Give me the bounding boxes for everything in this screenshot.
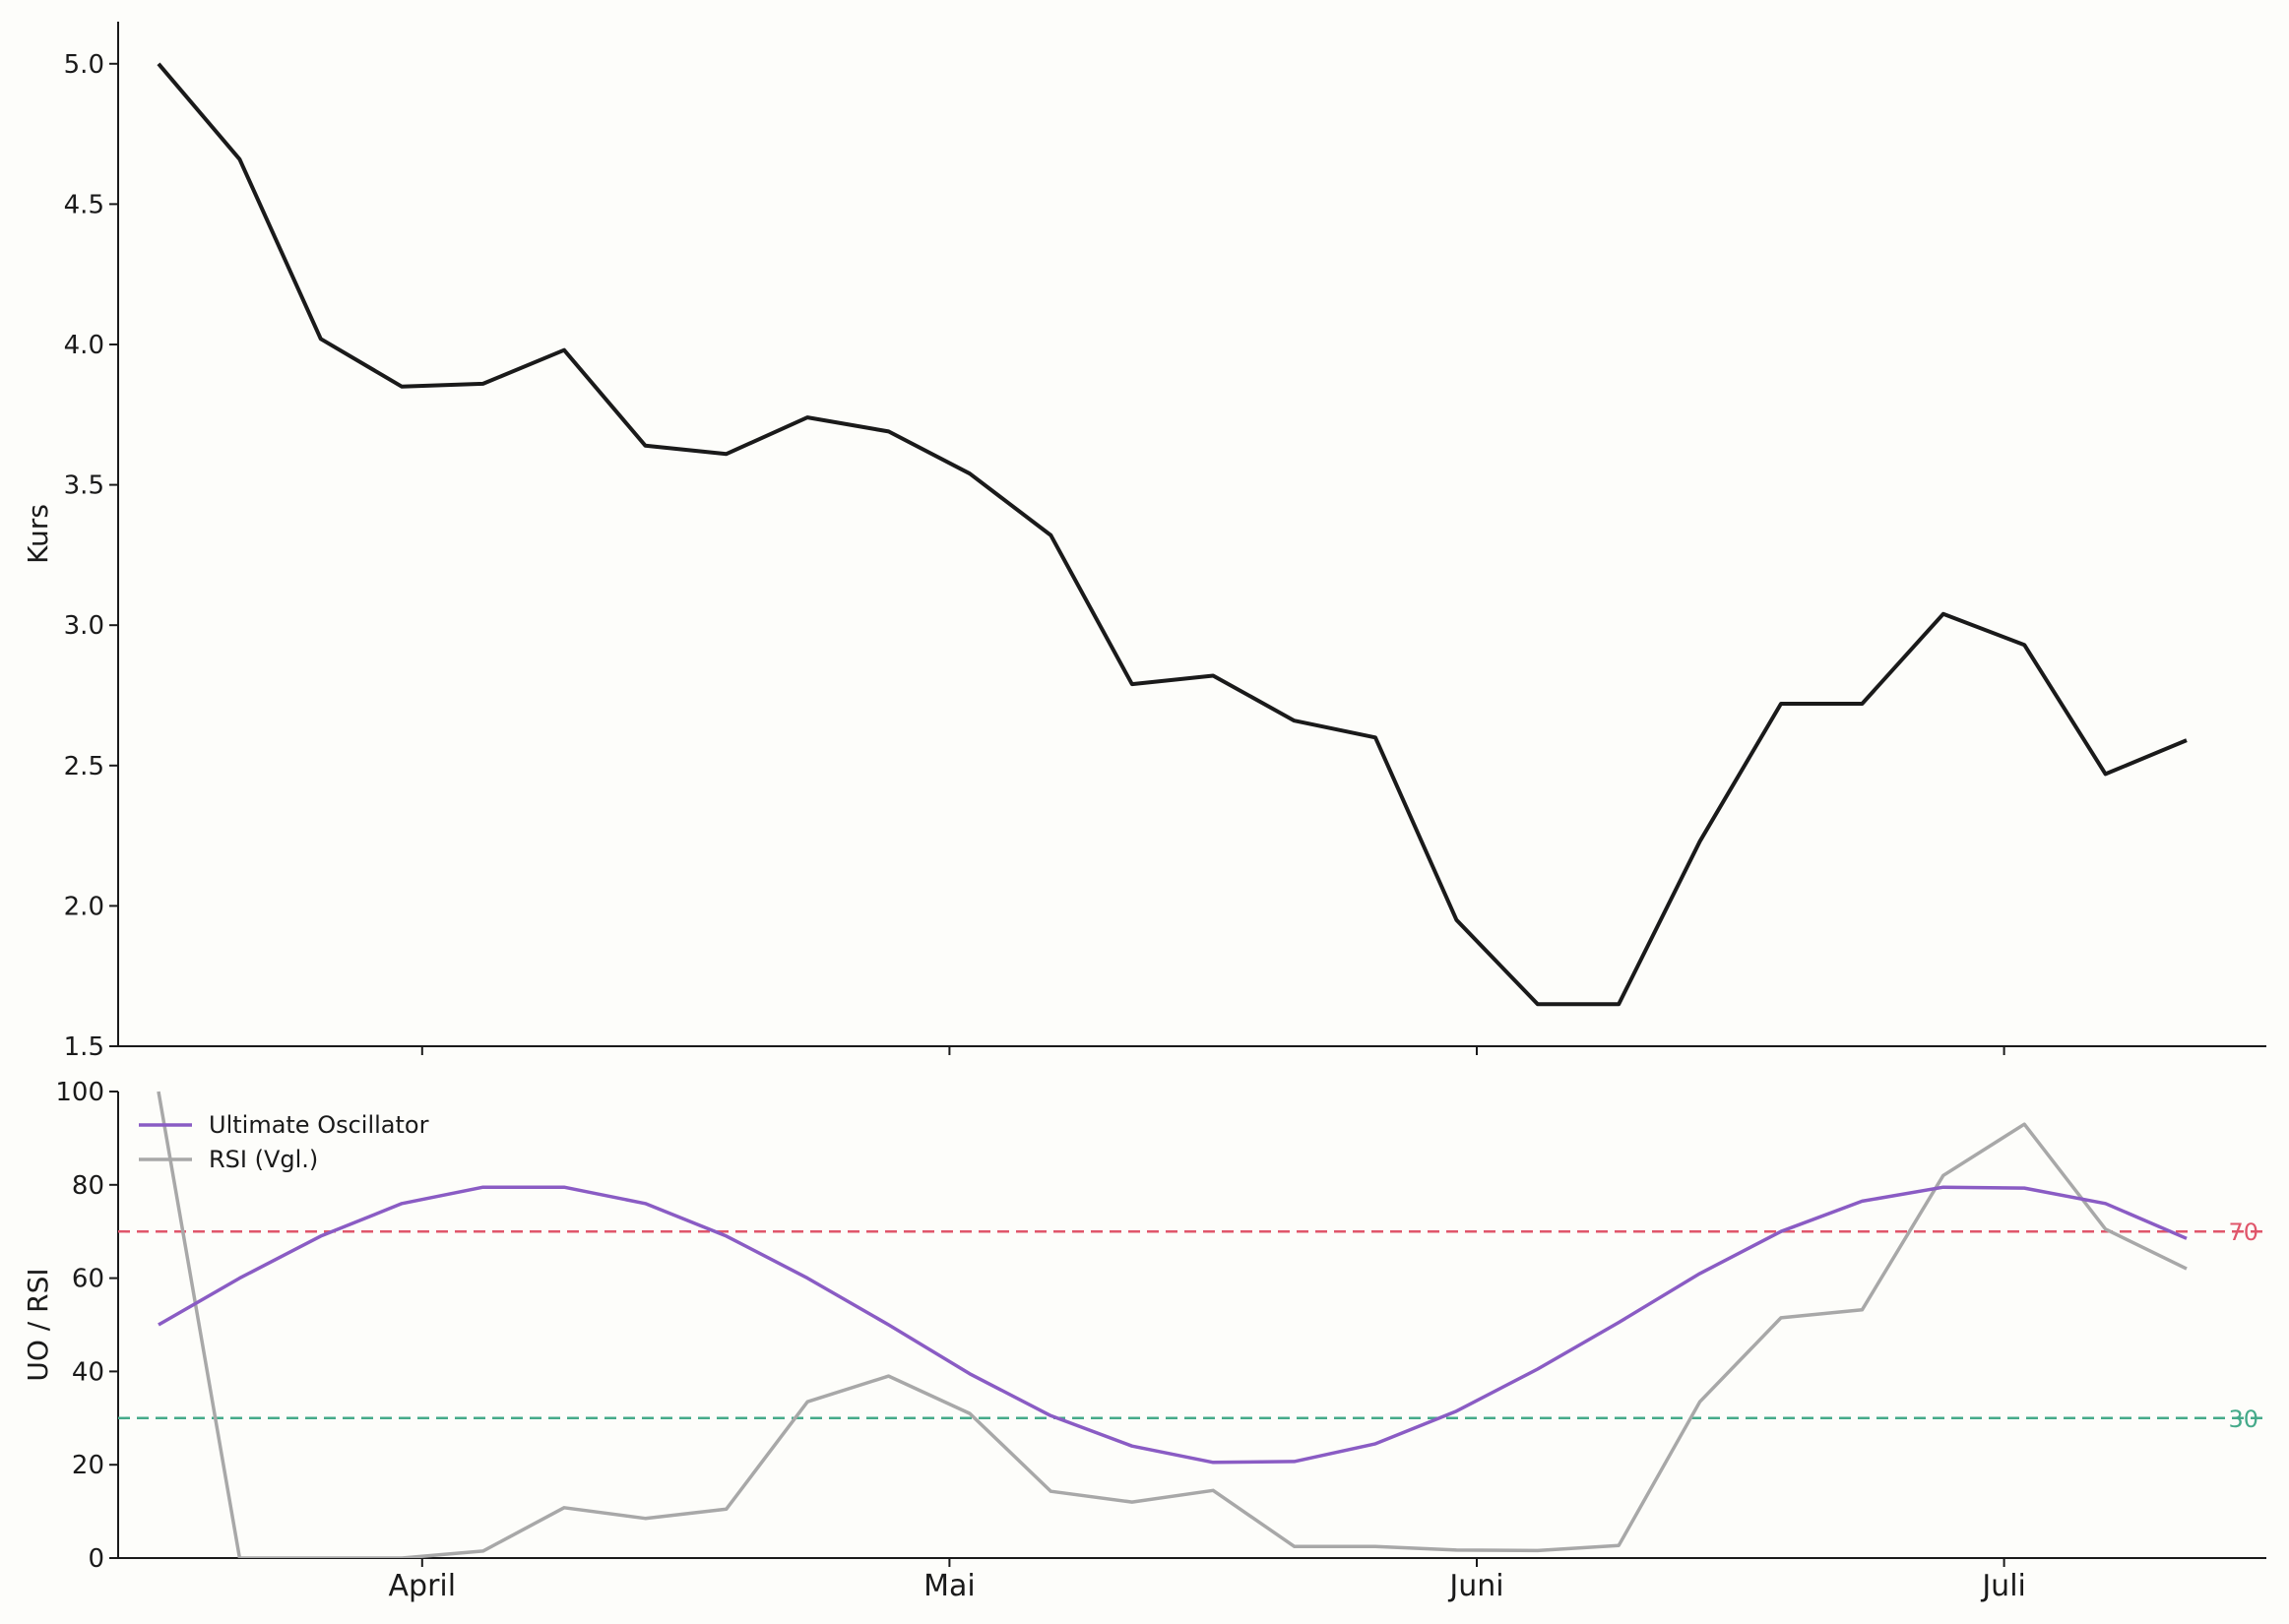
reference-label-70: 70 — [2228, 1218, 2258, 1246]
osc-y-tick-label: 40 — [72, 1357, 104, 1387]
osc-y-tick-label: 80 — [72, 1171, 104, 1201]
legend-label: RSI (Vgl.) — [209, 1146, 318, 1173]
x-tick-label-juli: Juli — [1980, 1569, 2026, 1603]
price-y-tick-label: 4.0 — [64, 331, 104, 360]
osc-y-tick-label: 60 — [72, 1265, 104, 1294]
osc-y-tick-label: 100 — [55, 1078, 104, 1107]
price-y-tick-label: 3.5 — [64, 471, 104, 501]
ultimate-oscillator-line — [158, 1185, 2188, 1465]
legend-label: Ultimate Oscillator — [209, 1111, 429, 1139]
osc-y-tick-label: 20 — [72, 1451, 104, 1480]
x-tick-label-juni: Juni — [1447, 1569, 1503, 1603]
price-y-tick-label: 5.0 — [64, 50, 104, 80]
rsi-line — [157, 1091, 2188, 1558]
price-y-tick-label: 4.5 — [64, 190, 104, 219]
x-tick-label-mai: Mai — [923, 1569, 976, 1603]
price-y-tick-label: 2.0 — [64, 892, 104, 921]
oscillator-lines — [157, 1091, 2188, 1558]
price-y-axis-label: Kurs — [22, 504, 54, 564]
osc-y-tick-label: 0 — [88, 1544, 104, 1574]
oscillator-panel: 0 20 40 60 80 100 UO / RSI 70 30 April Mai Juni Juli… — [22, 1078, 2266, 1603]
osc-y-axis-label: UO / RSI — [22, 1268, 54, 1381]
price-y-tick-label: 2.5 — [64, 752, 104, 781]
price-line — [157, 62, 2188, 1007]
price-y-tick-label: 1.5 — [64, 1032, 104, 1062]
reference-label-30: 30 — [2228, 1405, 2258, 1433]
legend: Ultimate Oscillator RSI (Vgl.) — [139, 1111, 429, 1173]
price-panel: 1.5 2.0 2.5 3.0 3.5 4.0 4.5 5.0 Kurs — [22, 22, 2266, 1062]
price-y-tick-label: 3.0 — [64, 611, 104, 641]
x-tick-label-april: April — [389, 1569, 457, 1603]
